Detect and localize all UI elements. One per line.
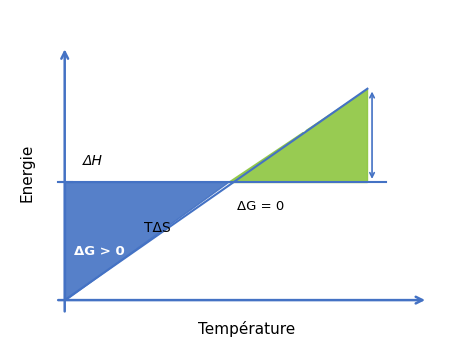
Polygon shape bbox=[228, 89, 367, 182]
Text: Température: Température bbox=[198, 321, 295, 337]
Text: TΔS: TΔS bbox=[144, 222, 171, 235]
Text: ΔG = 0: ΔG = 0 bbox=[237, 200, 284, 213]
Text: Energie: Energie bbox=[20, 144, 35, 202]
Text: ΔG > 0: ΔG > 0 bbox=[74, 245, 125, 258]
Text: ΔH: ΔH bbox=[83, 154, 103, 168]
Polygon shape bbox=[65, 182, 228, 300]
Text: ΔG < 0: ΔG < 0 bbox=[255, 122, 306, 135]
